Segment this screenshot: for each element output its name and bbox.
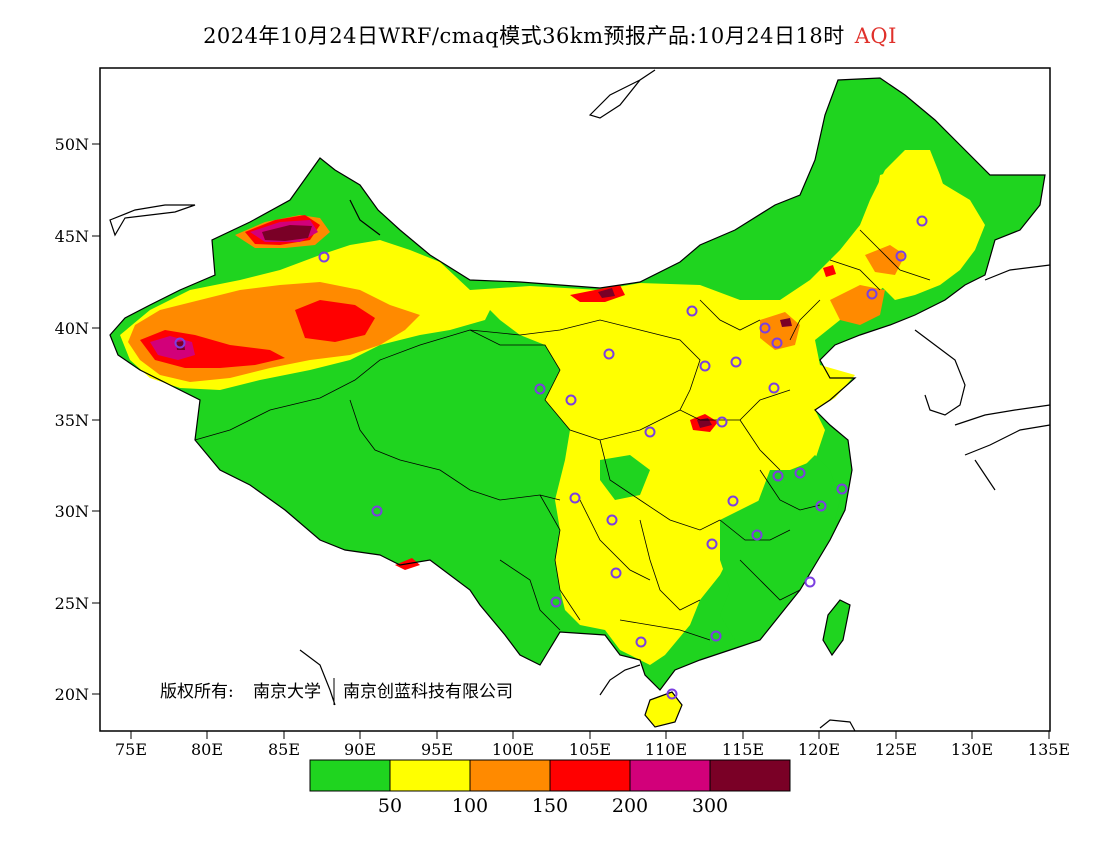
aqi-region-maroon-beijing	[780, 318, 792, 327]
legend-swatch	[389, 759, 471, 792]
x-tick-label: 105E	[569, 740, 611, 759]
aqi-region-maroon-henan	[697, 418, 712, 428]
station-marker	[836, 483, 848, 495]
country-outline	[109, 69, 1051, 732]
legend-label: 150	[532, 795, 568, 817]
station-marker	[371, 505, 383, 517]
station-marker	[699, 360, 711, 372]
legend-swatch	[309, 759, 391, 792]
x-tick-label: 110E	[645, 740, 687, 759]
x-tick-label: 135E	[1028, 740, 1070, 759]
station-marker	[727, 495, 739, 507]
map-frame	[99, 67, 1051, 732]
station-marker	[772, 470, 784, 482]
title-variable: AQI	[854, 24, 897, 48]
x-tick-label: 75E	[115, 740, 147, 759]
x-tick-label: 120E	[798, 740, 840, 759]
station-marker	[635, 636, 647, 648]
y-tick-label: 30N	[55, 502, 89, 521]
station-marker	[804, 576, 816, 588]
map-title: 2024年10月24日WRF/cmaq模式36km预报产品:10月24日18时 A…	[0, 20, 1100, 50]
aqi-region-green-jiangnan	[720, 455, 840, 640]
copyright-note: 版权所有: 南京大学 南京创蓝科技有限公司	[160, 678, 513, 705]
y-tick-label: 35N	[55, 411, 89, 430]
station-marker	[603, 348, 615, 360]
title-main: 2024年10月24日WRF/cmaq模式36km预报产品:10月24日18时	[203, 24, 845, 48]
station-marker	[644, 426, 656, 438]
x-tick-label: 130E	[951, 740, 993, 759]
station-marker	[706, 538, 718, 550]
station-marker	[534, 383, 546, 395]
station-marker	[895, 250, 907, 262]
y-axis-labels: 50N 45N 40N 35N 30N 25N 20N	[55, 135, 89, 704]
legend-label: 50	[378, 795, 402, 817]
station-marker	[686, 305, 698, 317]
station-marker	[768, 382, 780, 394]
x-tick-label: 90E	[344, 740, 376, 759]
x-tick-label: 85E	[268, 740, 300, 759]
station-marker	[569, 492, 581, 504]
y-tick-label: 45N	[55, 227, 89, 246]
legend-label: 100	[452, 795, 488, 817]
copyright-label: 版权所有:	[160, 682, 234, 702]
station-marker	[318, 251, 330, 263]
station-marker	[815, 500, 827, 512]
aqi-region-red-liaoning	[823, 265, 836, 277]
station-marker	[751, 529, 763, 541]
aqi-region-maroon-inner-mongolia	[598, 288, 615, 298]
aqi-region-orange-bohai	[830, 285, 885, 325]
station-marker	[666, 688, 678, 700]
station-marker	[866, 288, 878, 300]
legend-swatch	[709, 759, 791, 792]
province-borders	[194, 229, 931, 641]
legend-swatch	[549, 759, 631, 792]
x-tick-label: 100E	[492, 740, 534, 759]
station-marker	[550, 596, 562, 608]
aqi-region-green-sichuan	[600, 455, 650, 500]
x-axis	[130, 731, 1050, 739]
aqi-region-maroon-junggar	[262, 225, 312, 241]
station-marker	[606, 514, 618, 526]
y-axis	[92, 143, 100, 695]
aqi-legend: 50 100 150 200 300	[309, 759, 791, 817]
copyright-org2: 南京创蓝科技有限公司	[343, 682, 513, 702]
aqi-region-orange-shenyang	[865, 245, 905, 275]
station-marker	[916, 215, 928, 227]
y-tick-label: 20N	[55, 685, 89, 704]
station-marker	[759, 322, 771, 334]
aqi-region-yellow-central-east	[470, 150, 950, 665]
station-marker	[565, 394, 577, 406]
legend-label: 200	[612, 795, 648, 817]
legend-label: 300	[692, 795, 728, 817]
x-axis-labels: 75E 80E 85E 90E 95E 100E 105E 110E 115E …	[115, 740, 1070, 759]
station-marker	[710, 630, 722, 642]
x-tick-label: 125E	[875, 740, 917, 759]
station-marker	[174, 337, 186, 349]
hainan-yellow	[645, 692, 682, 727]
station-marker	[771, 337, 783, 349]
legend-swatch	[469, 759, 551, 792]
x-tick-label: 115E	[722, 740, 764, 759]
aqi-region-red-tarim-east	[295, 300, 375, 342]
x-tick-label: 95E	[421, 740, 453, 759]
station-marker	[610, 567, 622, 579]
station-marker	[794, 467, 806, 479]
y-tick-label: 50N	[55, 135, 89, 154]
y-tick-label: 25N	[55, 594, 89, 613]
x-tick-label: 80E	[191, 740, 223, 759]
copyright-org1: 南京大学	[253, 682, 321, 702]
station-markers	[174, 215, 928, 700]
legend-swatch	[629, 759, 711, 792]
station-marker	[730, 356, 742, 368]
china-land-fill	[110, 78, 1045, 727]
y-tick-label: 40N	[55, 319, 89, 338]
station-marker	[716, 416, 728, 428]
